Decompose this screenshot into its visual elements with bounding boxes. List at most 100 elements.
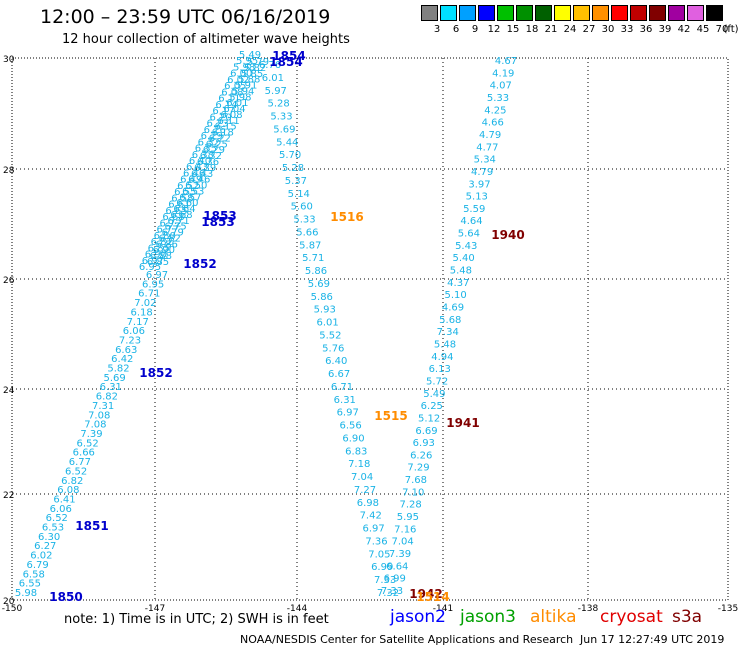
wave-height-value: 5.86 xyxy=(305,266,327,277)
pass-time-label: 1854 xyxy=(269,55,302,69)
wave-height-value: 6.20 xyxy=(209,112,231,123)
wave-height-value: 6.71 xyxy=(167,216,189,227)
wave-height-value: 6.25 xyxy=(206,139,228,150)
lon-tick-label: -138 xyxy=(578,604,599,614)
legend-swatch xyxy=(478,5,495,21)
wave-height-value: 6.22 xyxy=(209,134,231,145)
legend-label: 24 xyxy=(563,24,577,35)
map-subtitle: 12 hour collection of altimeter wave hei… xyxy=(62,32,350,47)
wave-height-value: 6.66 xyxy=(73,448,95,459)
wave-height-value: 5.33 xyxy=(270,112,292,123)
lon-tick-label: -144 xyxy=(287,604,308,614)
legend-swatch xyxy=(649,5,666,21)
wave-height-value: 5.87 xyxy=(299,240,321,251)
pass-time-label: 1515 xyxy=(374,409,407,423)
wave-height-value: 5.97 xyxy=(265,86,287,97)
wave-height-value: 4.25 xyxy=(484,105,506,116)
wave-height-value: 7.28 xyxy=(399,500,421,511)
lon-tick-label: -135 xyxy=(718,604,738,614)
wave-height-value: 7.39 xyxy=(80,429,102,440)
satellite-name: jason3 xyxy=(460,607,516,627)
wave-height-value: 6.82 xyxy=(96,392,118,403)
wave-height-value: 5.95 xyxy=(236,56,258,67)
wave-height-value: 6.06 xyxy=(50,504,72,515)
wave-height-value: 4.77 xyxy=(476,142,498,153)
wave-height-value: 6.77 xyxy=(156,225,178,236)
wave-height-value: 6.46 xyxy=(183,169,205,180)
wave-height-value: 5.71 xyxy=(302,253,324,264)
legend-swatch xyxy=(687,5,704,21)
wave-height-value: 6.99 xyxy=(384,574,406,585)
wave-height-value: 4.07 xyxy=(490,81,512,92)
legend-swatch xyxy=(630,5,647,21)
satellite-name: altika xyxy=(530,607,577,627)
satellite-name: s3a xyxy=(672,607,703,627)
wave-height-value: 7.27 xyxy=(354,485,376,496)
satellite-name: jason2 xyxy=(390,607,446,627)
wave-height-value: 5.91 xyxy=(235,81,257,92)
wave-height-value: 4.79 xyxy=(471,167,493,178)
wave-height-value: 6.13 xyxy=(429,364,451,375)
wave-height-value: 7.18 xyxy=(348,459,370,470)
wave-height-value: 6.17 xyxy=(212,106,234,117)
wave-height-value: 6.80 xyxy=(154,231,176,242)
wave-height-value: 6.02 xyxy=(30,551,52,562)
wave-height-value: 6.02 xyxy=(227,75,249,86)
wave-height-value: 5.70 xyxy=(279,150,301,161)
wave-height-value: 5.69 xyxy=(308,279,330,290)
wave-height-value: 6.71 xyxy=(331,382,353,393)
wave-height-value: 7.04 xyxy=(391,537,413,548)
wave-height-value: 6.53 xyxy=(42,523,64,534)
pass-time-label: 1852 xyxy=(183,257,216,271)
wave-height-value: 5.33 xyxy=(487,93,509,104)
wave-height-value: 6.43 xyxy=(191,169,213,180)
wave-height-value: 7.39 xyxy=(389,549,411,560)
wave-height-value: 6.29 xyxy=(203,145,225,156)
wave-height-value: 6.97 xyxy=(142,256,164,267)
wave-height-value: 6.32 xyxy=(198,137,220,148)
wave-height-value: 5.43 xyxy=(455,241,477,252)
wave-height-value: 6.39 xyxy=(194,163,216,174)
lat-tick-label: 20 xyxy=(3,597,15,607)
wave-height-value: 6.52 xyxy=(65,466,87,477)
wave-height-value: 6.11 xyxy=(218,94,240,105)
wave-height-value: 7.02 xyxy=(134,298,156,309)
wave-height-value: 6.77 xyxy=(69,457,91,468)
wave-height-value: 6.32 xyxy=(200,151,222,162)
wave-height-value: 5.86 xyxy=(311,292,333,303)
wave-height-value: 5.79 xyxy=(247,57,269,68)
legend-swatch xyxy=(497,5,514,21)
wave-height-value: 6.36 xyxy=(197,157,219,168)
lat-tick-label: 26 xyxy=(3,276,15,286)
wave-height-value: 6.95 xyxy=(142,279,164,290)
wave-height-value: 6.97 xyxy=(146,270,168,281)
credit-text: NOAA/NESDIS Center for Satellite Applica… xyxy=(240,633,574,646)
wave-height-value: 6.08 xyxy=(57,485,79,496)
pass-time-label: 1853 xyxy=(201,215,234,229)
wave-height-value: 6.55 xyxy=(19,579,41,590)
pass-time-label: 1850 xyxy=(49,590,82,604)
wave-height-value: 6.69 xyxy=(415,426,437,437)
legend-label: 21 xyxy=(544,24,558,35)
wave-height-value: 6.93 xyxy=(413,438,435,449)
wave-height-value: 6.58 xyxy=(23,569,45,580)
wave-height-value: 7.33 xyxy=(374,575,396,586)
wave-height-value: 5.59 xyxy=(463,204,485,215)
wave-height-value: 6.25 xyxy=(421,401,443,412)
wave-height-value: 7.04 xyxy=(351,472,373,483)
wave-height-value: 6.14 xyxy=(215,100,237,111)
wave-height-value: 5.49 xyxy=(423,389,445,400)
wave-height-value: 6.83 xyxy=(345,446,367,457)
wave-height-value: 6.35 xyxy=(195,144,217,155)
wave-height-value: 6.49 xyxy=(180,175,202,186)
lon-tick-label: -141 xyxy=(433,604,453,614)
wave-height-value: 5.98 xyxy=(229,92,251,103)
wave-height-value: 5.34 xyxy=(474,155,496,166)
pass-time-label: 1941 xyxy=(446,416,479,430)
wave-height-value: 6.76 xyxy=(259,60,281,71)
wave-height-value: 6.57 xyxy=(179,192,201,203)
wave-height-value: 5.76 xyxy=(322,343,344,354)
wave-height-value: 3.97 xyxy=(468,179,490,190)
wave-height-value: 5.60 xyxy=(291,202,313,213)
wave-height-value: 6.52 xyxy=(177,181,199,192)
